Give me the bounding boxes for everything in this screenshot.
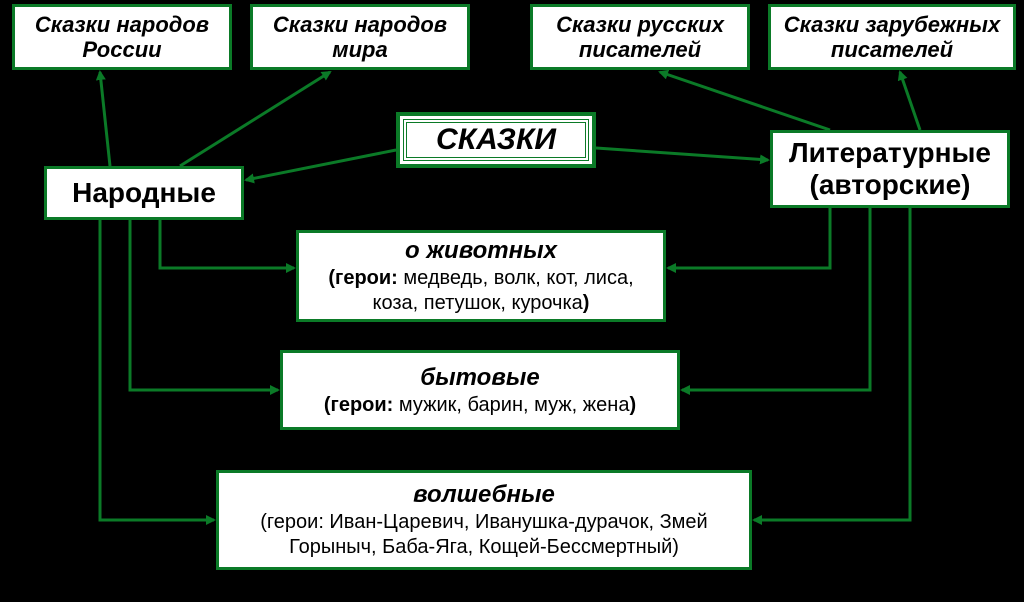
subtype-title: волшебные	[413, 480, 555, 510]
subtype-title: о животных	[405, 236, 557, 266]
label: (авторские)	[810, 169, 971, 201]
node-top-russia: Сказки народов России	[12, 4, 232, 70]
subtype-desc: (герои: медведь, волк, кот, лиса, коза, …	[313, 266, 649, 316]
node-category-literary: Литературные (авторские)	[770, 130, 1010, 208]
label: России	[82, 37, 161, 62]
subtype-title: бытовые	[420, 363, 539, 393]
node-top-foreign-writers: Сказки зарубежных писателей	[768, 4, 1016, 70]
label: Сказки народов	[273, 12, 447, 37]
label: писателей	[579, 37, 701, 62]
label: Народные	[72, 177, 216, 209]
node-top-world: Сказки народов мира	[250, 4, 470, 70]
label: мира	[332, 37, 387, 62]
title-text: СКАЗКИ	[436, 123, 556, 157]
node-subtype-magic: волшебные (герои: Иван-Царевич, Иванушка…	[216, 470, 752, 570]
node-top-russian-writers: Сказки русских писателей	[530, 4, 750, 70]
label: Сказки русских	[556, 12, 724, 37]
label: Литературные	[789, 137, 991, 169]
label: Сказки народов	[35, 12, 209, 37]
subtype-desc: (герои: Иван-Царевич, Иванушка-дурачок, …	[233, 510, 735, 560]
node-subtype-everyday: бытовые (герои: мужик, барин, муж, жена)	[280, 350, 680, 430]
node-center-title: СКАЗКИ	[396, 112, 596, 168]
subtype-desc: (герои: мужик, барин, муж, жена)	[324, 393, 636, 418]
node-category-folk: Народные	[44, 166, 244, 220]
node-subtype-animals: о животных (герои: медведь, волк, кот, л…	[296, 230, 666, 322]
label: писателей	[831, 37, 953, 62]
label: Сказки зарубежных	[784, 12, 1000, 37]
